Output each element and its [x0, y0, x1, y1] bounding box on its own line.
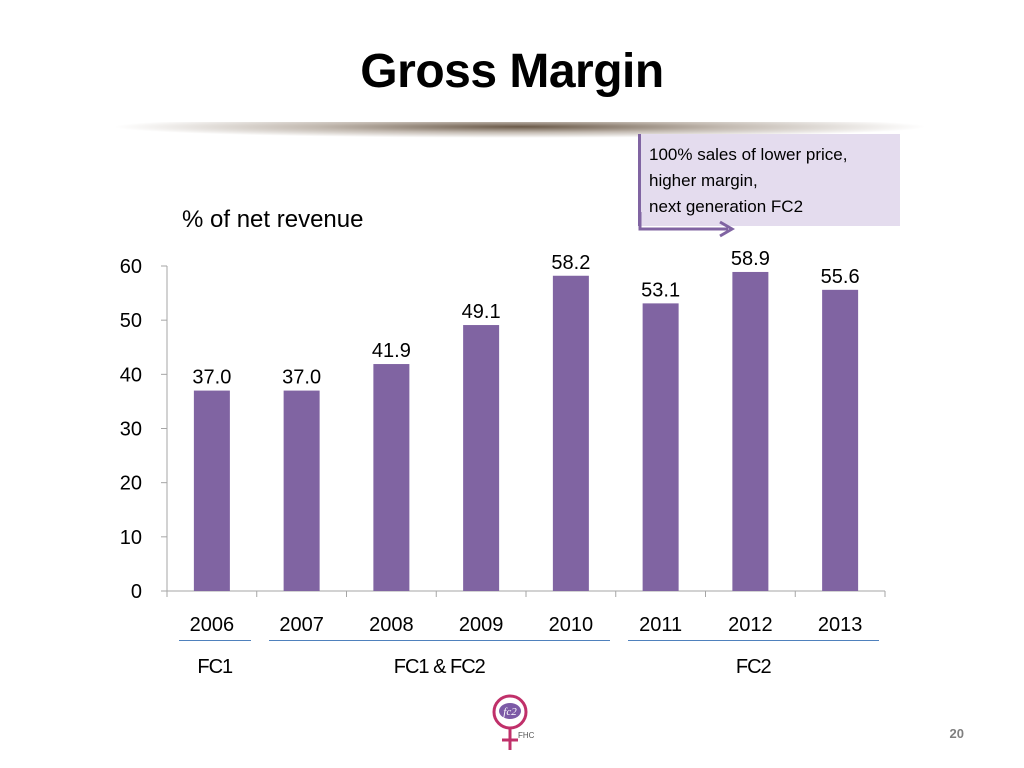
group-underline: [179, 640, 251, 641]
group-label: FC1 & FC2: [393, 656, 486, 678]
callout-arrowhead-icon: [719, 220, 735, 238]
bar-2013: [822, 289, 859, 591]
x-tick-label: 2006: [190, 614, 235, 636]
data-label: 58.2: [551, 252, 590, 274]
annotation-callout: 100% sales of lower price, higher margin…: [638, 134, 900, 226]
x-tick-label: 2011: [639, 614, 682, 636]
page-number: 20: [949, 726, 964, 741]
data-label: 41.9: [372, 340, 411, 362]
data-label: 37.0: [282, 367, 321, 389]
bar-2007: [283, 390, 320, 591]
x-tick-label: 2010: [549, 614, 594, 636]
data-label: 37.0: [192, 367, 231, 389]
logo-text: fc2: [503, 706, 517, 718]
data-label: 55.6: [821, 266, 860, 288]
x-tick-label: 2007: [279, 614, 324, 636]
callout-line-2: higher margin,: [649, 171, 758, 190]
x-tick-label: 2009: [459, 614, 504, 636]
x-tick-label: 2012: [728, 614, 773, 636]
data-label: 49.1: [462, 301, 501, 323]
x-tick-label: 2008: [369, 614, 414, 636]
group-label: FC1: [197, 656, 233, 678]
slide-title: Gross Margin: [360, 45, 664, 98]
data-label: 53.1: [641, 279, 680, 301]
x-tick-label: 2013: [818, 614, 863, 636]
y-tick-label: 50: [120, 310, 142, 332]
bar-2009: [463, 325, 500, 591]
y-tick-label: 60: [120, 256, 142, 278]
bar-2008: [373, 364, 410, 591]
data-label: 58.9: [731, 248, 770, 270]
y-tick-label: 20: [120, 473, 142, 495]
y-tick-label: 10: [120, 527, 142, 549]
y-tick-label: 0: [131, 581, 142, 603]
group-underline: [268, 640, 610, 641]
bar-2012: [732, 271, 769, 591]
bar-2006: [193, 390, 230, 591]
group-underline: [627, 640, 879, 641]
callout-line-3: next generation FC2: [649, 197, 804, 216]
group-label: FC2: [735, 656, 772, 678]
callout-arrow-icon: [638, 212, 728, 231]
logo-subtext: FHC: [518, 731, 535, 740]
y-tick-label: 30: [120, 419, 142, 441]
y-tick-label: 40: [120, 364, 142, 386]
bar-2011: [642, 303, 679, 591]
unit-label: % of net revenue: [182, 206, 364, 233]
bar-2010: [552, 275, 589, 591]
fc2-logo: fc2 FHC: [488, 690, 548, 759]
callout-line-1: 100% sales of lower price,: [649, 145, 848, 164]
